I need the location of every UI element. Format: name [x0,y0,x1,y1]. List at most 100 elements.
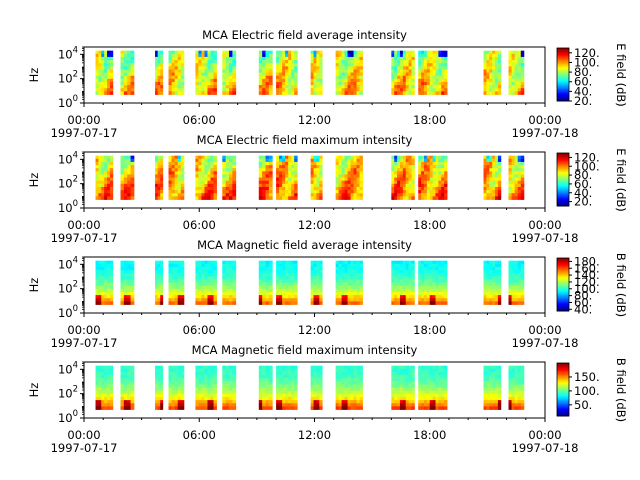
heatmap-cell [95,60,99,64]
heatmap-cell [432,78,436,83]
heatmap-cell [265,384,270,388]
heatmap-cell [213,393,217,398]
data-block [391,155,415,200]
heatmap-cell [421,403,425,407]
heatmap-cell [511,375,516,379]
heatmap-cell [429,91,434,95]
heatmap-cell [483,186,487,191]
heatmap-cell [341,288,345,293]
heatmap-cell [421,381,425,385]
heatmap-cell [198,381,202,385]
heatmap-cell [120,50,125,55]
heatmap-cell [316,260,320,265]
heatmap-cell [402,171,407,175]
heatmap-cell [489,291,493,296]
heatmap-cell [123,387,128,392]
heatmap-cell [411,186,415,191]
heatmap-cell [426,50,431,55]
heatmap-cell [107,69,111,73]
colorbar-swatch [557,198,569,200]
heatmap-cell [310,186,314,191]
heatmap-cell [514,298,519,302]
heatmap-cell [265,375,270,379]
heatmap-cell [310,406,314,410]
heatmap-cell [107,390,111,395]
heatmap-cell [520,298,525,302]
heatmap-cell [394,301,398,305]
heatmap-cell [265,158,270,163]
heatmap-cell [421,400,425,404]
y-axis-label: Hz [27,173,41,188]
x-tick-label: 18:00 [413,218,446,232]
heatmap-cell [338,66,343,70]
heatmap-cell [429,295,434,299]
heatmap-cell [517,66,522,70]
heatmap-cell [201,266,205,271]
heatmap-cell [127,378,131,382]
heatmap-cell [421,174,425,178]
heatmap-cell [310,384,314,388]
heatmap-cell [207,161,211,166]
heatmap-cell [432,183,436,188]
heatmap-cell [397,50,401,55]
heatmap-cell [444,301,448,305]
heatmap-cell [95,384,99,388]
heatmap-cell [98,298,102,302]
heatmap-cell [319,266,323,271]
heatmap-cell [514,291,519,296]
heatmap-cell [98,155,102,160]
heatmap-cell [438,81,442,86]
heatmap-cell [489,158,493,163]
heatmap-cell [508,291,512,296]
heatmap-cell [356,393,360,398]
heatmap-cell [210,273,214,277]
heatmap-cell [177,291,182,296]
heatmap-cell [177,273,182,277]
heatmap-cell [429,285,434,290]
heatmap-cell [95,72,99,77]
heatmap-cell [353,50,357,55]
heatmap-cell [291,174,295,178]
heatmap-cell [171,400,176,404]
heatmap-cell [232,53,237,58]
heatmap-cell [435,78,439,83]
heatmap-cell [95,168,99,172]
heatmap-cell [294,180,298,185]
heatmap-cell [201,161,205,166]
heatmap-cell [157,174,161,178]
heatmap-cell [265,400,270,404]
colorbar-swatch [557,277,569,280]
heatmap-cell [157,368,161,373]
heatmap-cell [198,390,202,395]
heatmap-cell [285,390,289,395]
heatmap-cell [356,384,360,388]
heatmap-cell [157,63,161,67]
heatmap-cell [258,193,263,197]
heatmap-cell [204,75,208,80]
heatmap-cell [423,291,428,296]
heatmap-cell [157,183,161,188]
heatmap-cell [120,301,125,305]
heatmap-cell [310,371,314,376]
heatmap-cell [486,75,490,80]
heatmap-cell [489,282,493,287]
heatmap-cell [288,291,292,296]
heatmap-cell [160,161,164,166]
heatmap-cell [497,66,502,70]
heatmap-cell [341,390,345,395]
heatmap-cell [426,180,431,185]
heatmap-cell [107,406,111,410]
heatmap-cell [107,393,111,398]
heatmap-cell [418,288,422,293]
heatmap-cell [359,384,363,388]
heatmap-cell [204,186,208,191]
heatmap-cell [338,295,343,299]
heatmap-cell [180,75,185,80]
heatmap-cell [198,266,202,271]
heatmap-cell [397,91,401,95]
heatmap-cell [435,375,439,379]
heatmap-cell [350,270,354,274]
heatmap-cell [213,384,217,388]
heatmap-cell [291,88,295,92]
heatmap-cell [356,381,360,385]
